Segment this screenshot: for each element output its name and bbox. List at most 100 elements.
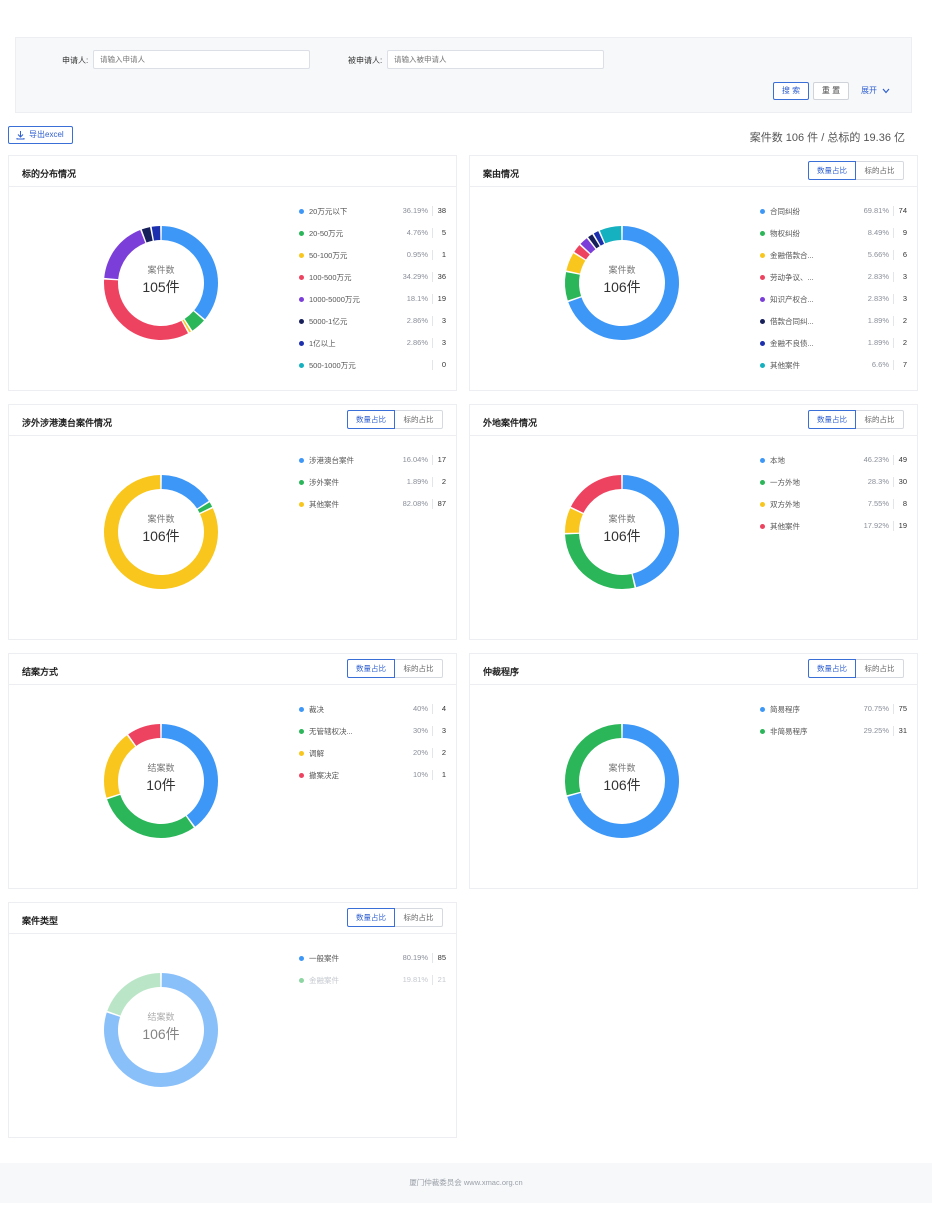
donut-segment[interactable]	[182, 319, 191, 333]
legend-item[interactable]: 本地 46.23% 49	[760, 455, 907, 477]
legend-divider	[432, 360, 433, 370]
legend-count: 85	[437, 953, 446, 962]
donut-segment[interactable]	[574, 245, 590, 260]
donut-segment[interactable]	[161, 226, 218, 320]
legend-item[interactable]: 金融案件 19.81% 21	[299, 975, 446, 997]
legend-divider	[893, 206, 894, 216]
legend-name: 借款合同纠...	[770, 317, 814, 326]
count-ratio-tab[interactable]: 数量占比	[808, 161, 856, 180]
legend-item[interactable]: 合同纠纷 69.81% 74	[760, 206, 907, 228]
center-label: 案件数	[147, 265, 175, 275]
legend-name: 其他案件	[309, 500, 339, 509]
legend-percent: 10%	[412, 770, 428, 779]
donut-segment[interactable]	[588, 234, 600, 249]
legend-item[interactable]: 1000-5000万元 18.1% 19	[299, 294, 446, 316]
legend-item[interactable]: 其他案件 17.92% 19	[760, 521, 907, 543]
expand-toggle[interactable]: 展开	[861, 85, 890, 96]
legend-item[interactable]: 20-50万元 4.76% 5	[299, 228, 446, 250]
donut-segment[interactable]	[104, 735, 136, 798]
legend-item[interactable]: 劳动争议、... 2.83% 3	[760, 272, 907, 294]
count-ratio-tab[interactable]: 数量占比	[347, 659, 395, 678]
legend-percent: 30%	[412, 726, 428, 735]
donut-segment[interactable]	[622, 475, 679, 588]
center-value: 10件	[146, 777, 176, 793]
donut-segment[interactable]	[161, 475, 209, 509]
legend-name: 涉外案件	[309, 478, 339, 487]
legend-item[interactable]: 20万元以下 36.19% 38	[299, 206, 446, 228]
count-ratio-tab[interactable]: 数量占比	[347, 410, 395, 429]
amount-ratio-tab[interactable]: 标的占比	[395, 659, 443, 678]
applicant-input[interactable]	[93, 50, 310, 69]
donut-segment[interactable]	[580, 238, 596, 254]
card-header: 外地案件情况 数量占比 标的占比	[470, 405, 917, 436]
legend-item[interactable]: 一般案件 80.19% 85	[299, 953, 446, 975]
legend-dot	[299, 480, 304, 485]
legend-item[interactable]: 金融不良债... 1.89% 2	[760, 338, 907, 360]
center-label: 结案数	[147, 1012, 175, 1022]
legend-item[interactable]: 涉外案件 1.89% 2	[299, 477, 446, 499]
legend-divider	[432, 975, 433, 985]
legend-name: 裁决	[309, 705, 324, 714]
donut-segment[interactable]	[107, 973, 161, 1016]
legend-item[interactable]: 物权纠纷 8.49% 9	[760, 228, 907, 250]
count-ratio-tab[interactable]: 数量占比	[808, 659, 856, 678]
legend-item[interactable]: 1亿以上 2.86% 3	[299, 338, 446, 360]
donut-segment[interactable]	[107, 794, 194, 838]
donut-segment[interactable]	[565, 533, 635, 589]
center-label: 结案数	[147, 763, 175, 773]
card-title: 案件类型	[22, 916, 59, 926]
donut-segment[interactable]	[599, 226, 622, 244]
donut-segment[interactable]	[128, 724, 161, 746]
amount-ratio-tab[interactable]: 标的占比	[856, 659, 904, 678]
legend-item[interactable]: 撤案决定 10% 1	[299, 770, 446, 792]
donut-segment[interactable]	[565, 508, 583, 533]
legend-item[interactable]: 金融借款合... 5.66% 6	[760, 250, 907, 272]
amount-ratio-tab[interactable]: 标的占比	[395, 410, 443, 429]
donut-segment[interactable]	[593, 231, 605, 246]
reset-button[interactable]: 重 置	[813, 82, 849, 100]
donut-segment[interactable]	[104, 229, 146, 280]
export-excel-button[interactable]: 导出excel	[8, 126, 73, 144]
legend-name: 一般案件	[309, 954, 339, 963]
legend-item[interactable]: 100-500万元 34.29% 36	[299, 272, 446, 294]
donut-segment[interactable]	[161, 724, 219, 827]
legend-item[interactable]: 非简易程序 29.25% 31	[760, 726, 907, 748]
donut-segment[interactable]	[151, 226, 161, 241]
donut-segment[interactable]	[570, 475, 622, 513]
legend-item[interactable]: 涉港澳台案件 16.04% 17	[299, 455, 446, 477]
count-ratio-tab[interactable]: 数量占比	[808, 410, 856, 429]
legend-item[interactable]: 5000-1亿元 2.86% 3	[299, 316, 446, 338]
legend-item[interactable]: 无管辖权决... 30% 3	[299, 726, 446, 748]
legend-percent: 29.25%	[863, 726, 889, 735]
legend-item[interactable]: 知识产权合... 2.83% 3	[760, 294, 907, 316]
donut-segment[interactable]	[184, 311, 204, 331]
donut-segment[interactable]	[197, 502, 213, 513]
legend-item[interactable]: 其他案件 6.6% 7	[760, 360, 907, 382]
amount-ratio-tab[interactable]: 标的占比	[856, 161, 904, 180]
donut-segment[interactable]	[566, 253, 586, 274]
legend-divider	[893, 360, 894, 370]
donut-segment[interactable]	[565, 724, 622, 796]
legend-divider	[432, 272, 433, 282]
legend-dot	[760, 341, 765, 346]
search-button[interactable]: 搜 索	[773, 82, 809, 100]
center-label: 案件数	[608, 265, 636, 275]
donut-segment[interactable]	[104, 279, 189, 340]
amount-ratio-tab[interactable]: 标的占比	[856, 410, 904, 429]
legend-item[interactable]: 双方外地 7.55% 8	[760, 499, 907, 521]
legend-item[interactable]: 50-100万元 0.95% 1	[299, 250, 446, 272]
legend-item[interactable]: 500-1000万元 0	[299, 360, 446, 382]
legend-item[interactable]: 裁决 40% 4	[299, 704, 446, 726]
legend-item[interactable]: 其他案件 82.08% 87	[299, 499, 446, 521]
respondent-input[interactable]	[387, 50, 604, 69]
legend-dot	[760, 707, 765, 712]
legend-item[interactable]: 一方外地 28.3% 30	[760, 477, 907, 499]
count-ratio-tab[interactable]: 数量占比	[347, 908, 395, 927]
amount-ratio-tab[interactable]: 标的占比	[395, 908, 443, 927]
legend-item[interactable]: 调解 20% 2	[299, 748, 446, 770]
donut-segment[interactable]	[565, 272, 582, 301]
donut-segment[interactable]	[141, 227, 153, 243]
legend-item[interactable]: 借款合同纠... 1.89% 2	[760, 316, 907, 338]
legend-item[interactable]: 简易程序 70.75% 75	[760, 704, 907, 726]
legend-count: 1	[441, 250, 446, 259]
